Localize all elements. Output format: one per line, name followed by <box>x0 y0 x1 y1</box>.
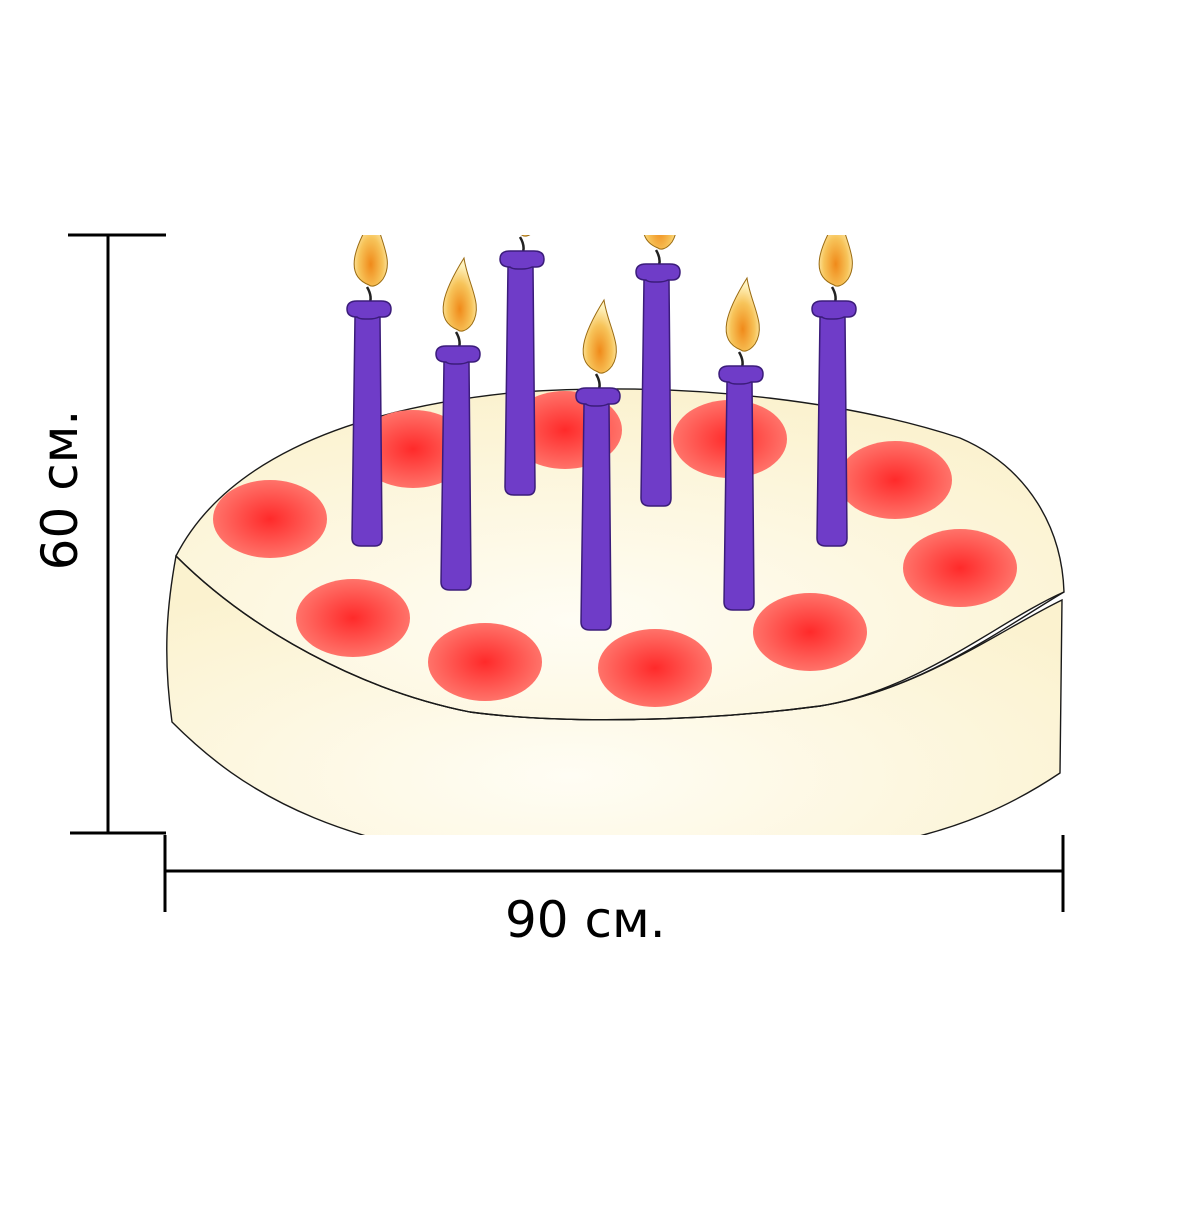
flame-icon <box>643 235 676 250</box>
cake-dot <box>903 529 1017 607</box>
candle <box>811 235 857 547</box>
cake-seam <box>175 555 1065 721</box>
candle <box>635 235 681 507</box>
flame-icon <box>520 235 531 237</box>
candle <box>499 235 545 496</box>
candle <box>575 298 621 631</box>
cake-dot <box>428 623 542 701</box>
cake-dot <box>296 579 410 657</box>
cake-dot <box>598 629 712 707</box>
flame-icon <box>353 235 388 287</box>
candle <box>718 276 764 611</box>
flame-icon <box>818 235 853 287</box>
flame-icon <box>442 256 477 332</box>
candles <box>346 235 857 631</box>
cake-dot <box>753 593 867 671</box>
candle <box>435 256 481 591</box>
dimension-lines <box>68 233 1065 912</box>
cake <box>166 235 1065 835</box>
cake-dot <box>213 480 327 558</box>
height-label: 60 см. <box>31 409 89 571</box>
flame-icon <box>582 298 617 374</box>
cake-dot <box>356 410 470 488</box>
flame-icon <box>725 276 760 352</box>
cake-dot <box>838 441 952 519</box>
candle <box>346 235 392 547</box>
width-label: 90 см. <box>505 891 666 949</box>
